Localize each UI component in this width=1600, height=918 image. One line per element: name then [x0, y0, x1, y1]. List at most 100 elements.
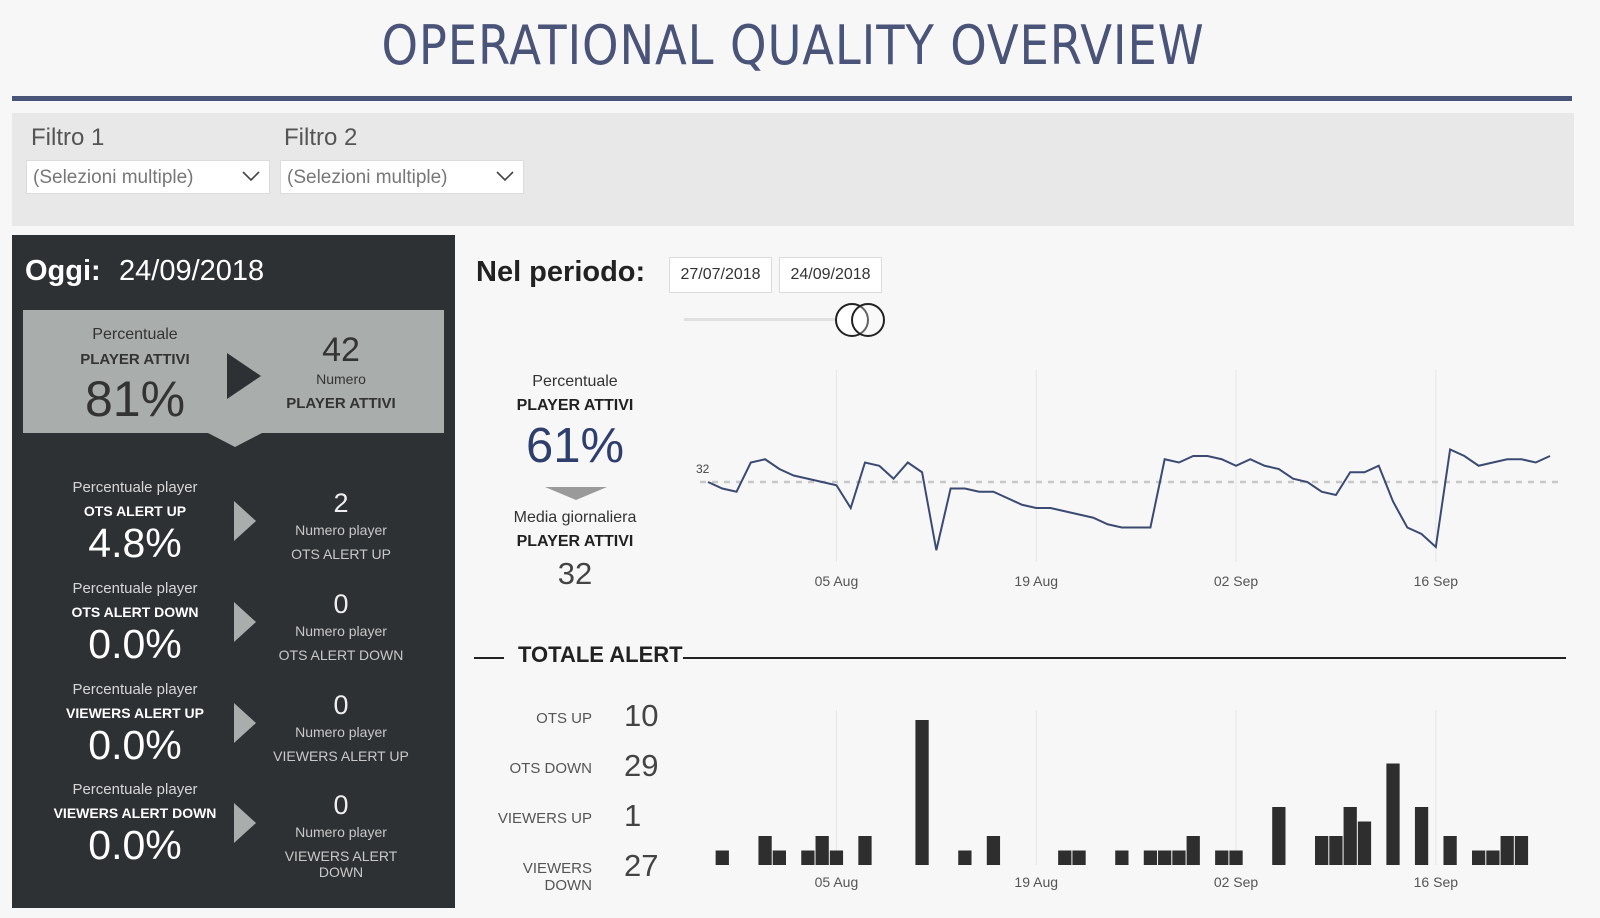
slider-handle-end[interactable] — [851, 303, 885, 337]
kpi-pct-title: OTS ALERT UP — [83, 503, 187, 519]
bar — [1414, 807, 1429, 865]
play-arrow-icon — [234, 703, 256, 743]
today-date: 24/09/2018 — [119, 255, 265, 287]
hero-pct-value: 81% — [84, 371, 186, 427]
bar — [758, 836, 772, 865]
kpi-num-title: VIEWERS ALERT DOWN — [284, 848, 398, 880]
bar — [1229, 850, 1243, 865]
kpi-pct-title: VIEWERS ALERT UP — [66, 705, 204, 721]
x-tick-label: 19 Aug — [1014, 874, 1058, 890]
x-tick-label: 19 Aug — [1014, 573, 1058, 589]
kpi-num-caption: Numero player — [295, 824, 387, 840]
kpi-pct-caption: Percentuale player — [72, 580, 198, 597]
kpi-num-caption: Numero player — [295, 623, 387, 639]
kpi-pct-caption: Percentuale player — [72, 681, 198, 698]
alert-row-value: 27 — [624, 848, 659, 883]
kpi-pct-title: VIEWERS ALERT DOWN — [53, 805, 217, 821]
alert-row-label: VIEWERS UP — [497, 810, 592, 827]
play-arrow-icon — [234, 803, 256, 843]
bar — [858, 836, 872, 865]
bar — [1357, 821, 1372, 865]
bar — [1186, 836, 1200, 865]
x-tick-label: 05 Aug — [815, 573, 859, 589]
period-label: Nel periodo: — [476, 256, 646, 288]
filter-2-value: (Selezioni multiple) — [287, 167, 448, 188]
filter-bar — [12, 113, 1574, 226]
hero-pct-caption: Percentuale — [92, 326, 178, 343]
bar — [1172, 850, 1186, 865]
totale-alert-title: TOTALE ALERT — [518, 642, 683, 667]
down-arrow-icon — [545, 487, 607, 500]
bar — [772, 850, 786, 865]
bar — [1500, 836, 1514, 865]
x-tick-label: 16 Sep — [1414, 874, 1459, 890]
active-players-line-chart: 05 Aug 19 Aug 02 Sep 16 Sep 32 — [696, 370, 1560, 589]
kpi-pct-caption: Percentuale player — [72, 781, 198, 798]
bar — [986, 836, 1001, 865]
bar — [1315, 836, 1329, 865]
alert-row-label: VIEWERS DOWN — [522, 860, 592, 894]
kpi-pct-value: 0.0% — [88, 621, 182, 667]
alert-row-value: 1 — [624, 798, 642, 833]
bar — [801, 850, 815, 865]
filter-2-label: Filtro 2 — [284, 124, 358, 151]
bar — [715, 850, 729, 865]
period-avg-caption: Media giornaliera — [513, 509, 637, 526]
kpi-pct-value: 4.8% — [88, 520, 182, 566]
period-pct-value: 61% — [525, 419, 625, 473]
period-end-date[interactable]: 24/09/2018 — [779, 257, 882, 293]
bar — [1272, 807, 1286, 865]
bar — [829, 850, 844, 865]
chevron-down-icon — [496, 171, 514, 182]
play-arrow-icon — [234, 602, 256, 642]
period-avg-title: PLAYER ATTIVI — [516, 533, 634, 550]
bar — [1443, 836, 1457, 865]
date-range-slider-track[interactable] — [684, 318, 852, 321]
filter-1-label: Filtro 1 — [31, 124, 105, 151]
bar — [1158, 850, 1172, 865]
chevron-down-icon — [242, 171, 260, 182]
reference-line-label: 32 — [696, 462, 710, 476]
kpi-pct-caption: Percentuale player — [72, 479, 198, 496]
kpi-pct-value: 0.0% — [88, 822, 182, 868]
period-pct-title: PLAYER ATTIVI — [516, 397, 634, 414]
kpi-num-caption: Numero player — [295, 522, 387, 538]
bar — [1472, 850, 1486, 865]
filter-2-dropdown[interactable]: (Selezioni multiple) — [280, 160, 524, 194]
bar — [958, 850, 972, 865]
alert-row-label: OTS DOWN — [509, 760, 593, 777]
kpi-num-title: OTS ALERT UP — [291, 546, 391, 562]
section-divider-right — [683, 657, 1566, 659]
today-label: Oggi: — [25, 255, 101, 287]
kpi-pct-title: OTS ALERT DOWN — [71, 604, 199, 620]
page-title: OPERATIONAL QUALITY OVERVIEW — [381, 14, 1205, 77]
hero-num-title: PLAYER ATTIVI — [286, 395, 396, 412]
bar — [1343, 807, 1357, 865]
filter-1-dropdown[interactable]: (Selezioni multiple) — [26, 160, 270, 194]
bar — [1386, 763, 1400, 865]
kpi-num-value: 0 — [333, 589, 349, 619]
x-tick-label: 02 Sep — [1214, 573, 1259, 589]
x-tick-label: 05 Aug — [815, 874, 859, 890]
hero-num-caption: Numero — [316, 371, 366, 387]
hero-notch — [208, 433, 262, 447]
x-tick-label: 02 Sep — [1214, 874, 1259, 890]
play-arrow-icon — [234, 501, 256, 541]
hero-pct-title: PLAYER ATTIVI — [80, 351, 190, 368]
filter-1-value: (Selezioni multiple) — [33, 167, 194, 188]
kpi-num-title: OTS ALERT DOWN — [278, 647, 404, 663]
title-underline — [12, 96, 1572, 101]
bar — [1486, 850, 1500, 865]
alerts-bar-chart: 05 Aug 19 Aug 02 Sep 16 Sep — [715, 710, 1529, 890]
alert-row-value: 29 — [624, 748, 659, 783]
bar — [1215, 850, 1229, 865]
period-avg-value: 32 — [557, 556, 593, 591]
kpi-num-value: 2 — [333, 488, 349, 518]
bar — [1058, 850, 1072, 865]
kpi-pct-value: 0.0% — [88, 722, 182, 768]
period-start-date[interactable]: 27/07/2018 — [669, 257, 772, 293]
bar — [815, 836, 829, 865]
series-line — [707, 448, 1551, 551]
bar — [1329, 836, 1343, 865]
section-divider-left — [474, 657, 504, 659]
